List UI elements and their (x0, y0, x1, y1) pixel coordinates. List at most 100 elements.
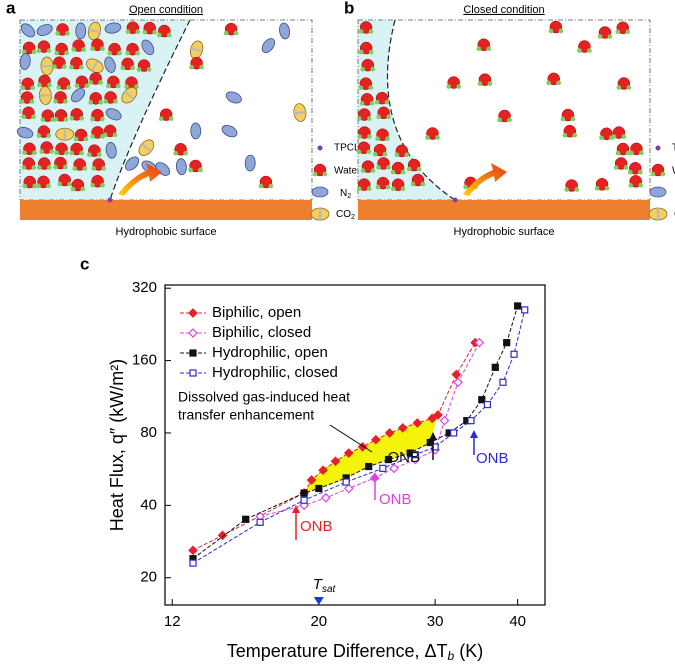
hydrogen (98, 100, 104, 105)
hydrogen (100, 116, 105, 122)
hydrogen (574, 187, 579, 192)
hydrogen (628, 183, 633, 188)
n2-molecule (175, 158, 187, 176)
hydrogen (497, 117, 502, 123)
hydrogen (611, 134, 617, 139)
hydrogen (130, 65, 135, 71)
hydrogen (386, 114, 391, 120)
hydrogen (87, 152, 92, 157)
hydrogen (615, 150, 621, 156)
hydrogen (360, 66, 366, 72)
hydrogen (21, 49, 27, 55)
hydrogen (69, 64, 74, 70)
hydrogen (117, 50, 122, 56)
tsat-marker (313, 597, 324, 605)
hydrogen (136, 67, 142, 72)
data-point (379, 464, 387, 472)
hydrogen (46, 48, 52, 53)
data-point (330, 456, 341, 467)
surface-label: Hydrophobic surface (116, 226, 217, 238)
hydrogen (125, 50, 130, 56)
y-tick-label: 80 (140, 424, 157, 441)
hydrogen (36, 183, 41, 189)
hydrogen (20, 85, 26, 91)
hydrogen (146, 67, 152, 72)
x-tick-label: 20 (310, 613, 327, 630)
hydrogen (32, 183, 38, 189)
hydrogen (103, 99, 108, 104)
hydrogen (456, 84, 462, 89)
hydrogen (67, 181, 72, 187)
hydrogen (650, 171, 656, 177)
hydrogen (66, 85, 72, 90)
hydrogen (357, 116, 362, 121)
hydrogen (84, 83, 90, 89)
hydrogen (74, 83, 80, 89)
hydrogen (19, 99, 25, 104)
hydrogen (37, 82, 42, 88)
panel-label: a (6, 0, 16, 17)
hydrogen (30, 85, 36, 91)
n2-molecule (20, 23, 36, 38)
hydrogen (124, 84, 129, 89)
data-point (412, 418, 423, 428)
hydrogen (157, 32, 162, 38)
data-point (397, 423, 408, 433)
data-point (427, 413, 438, 424)
hydrogen (376, 114, 381, 120)
y-tick-label: 320 (132, 279, 157, 296)
hydrogen (36, 48, 42, 53)
co2-band (39, 94, 52, 97)
hydrogen (223, 30, 229, 36)
region-annotation: transfer enhancement (178, 407, 314, 423)
hydrogen (390, 186, 396, 192)
data-point (384, 428, 395, 438)
co2-band (88, 28, 101, 34)
data-point (318, 465, 328, 476)
data-point (521, 306, 529, 314)
hydrogen (425, 135, 430, 140)
legend-label: Hydrophilic, closed (212, 364, 338, 381)
hydrogen (358, 29, 364, 34)
hydrogen (360, 168, 366, 173)
hydrogen (53, 164, 58, 170)
x-axis-label: Temperature Difference, ΔTb (K) (227, 641, 483, 663)
growth-arrow (118, 163, 162, 196)
hydrogen (112, 132, 118, 138)
legend-marker (188, 308, 198, 318)
hydrogen (183, 150, 188, 156)
legend-text: N2 (340, 188, 351, 200)
hydrogen (116, 83, 121, 89)
hydrogen (372, 151, 378, 157)
hydrogen (158, 116, 164, 121)
hydrogen (410, 181, 416, 187)
hydrogen (416, 166, 422, 172)
hydrogen (367, 116, 372, 121)
data-point (188, 545, 198, 556)
tpcl-point (452, 197, 458, 203)
n2-molecule (105, 142, 117, 159)
data-point (431, 443, 439, 451)
hydrogen (82, 166, 88, 171)
growth-arrow (463, 163, 507, 196)
hydrogen (90, 46, 95, 52)
hydrogen (626, 85, 632, 90)
y-tick-label: 160 (132, 352, 157, 369)
hydrogen (135, 50, 140, 56)
hydrogen (572, 132, 578, 138)
n2-molecule (36, 24, 53, 36)
hydrogen (90, 134, 95, 139)
hydrogen (22, 150, 27, 156)
hydrogen (46, 165, 52, 170)
hydrogen (135, 29, 141, 35)
region-annotation: Dissolved gas-induced heat (178, 389, 350, 405)
x-tick-label: 12 (164, 613, 181, 630)
data-point (514, 302, 522, 310)
data-point (503, 339, 511, 347)
hydrogen (599, 135, 604, 141)
n2-molecule (221, 124, 238, 138)
data-point (510, 350, 518, 358)
hydrogen (577, 48, 582, 53)
surface (20, 200, 312, 220)
hydrogen (385, 136, 390, 142)
